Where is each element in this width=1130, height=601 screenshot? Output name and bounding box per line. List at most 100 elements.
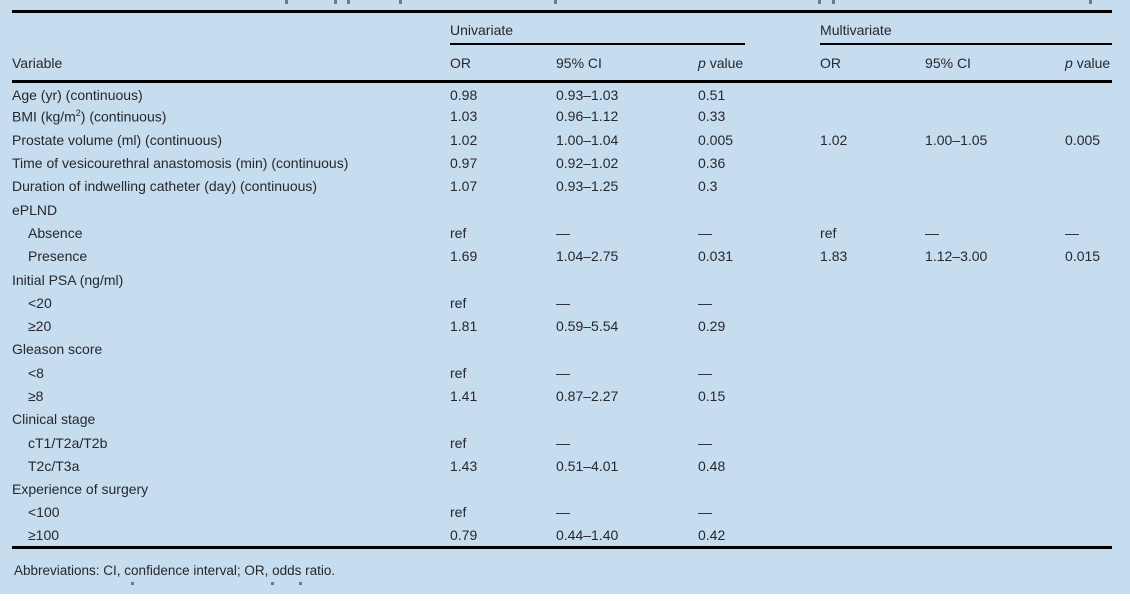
cell-uni-ci: 0.96–1.12	[556, 108, 619, 125]
cell-multi-or	[820, 338, 925, 361]
cell-variable: Absence	[28, 224, 83, 241]
cell-multi-or: 1.02	[820, 131, 848, 148]
cell-multi-p	[1065, 291, 1112, 314]
cell-uni-p: 0.33	[698, 108, 726, 125]
cell-variable: Time of vesicourethral anastomosis (min)…	[12, 155, 349, 172]
group-spacer	[12, 10, 450, 45]
col-header-multi-p: p value	[1065, 44, 1113, 83]
cell-variable: T2c/T3a	[28, 457, 80, 474]
p-rest: value	[709, 55, 744, 71]
cell-multi-ci	[925, 151, 1065, 174]
section-row: Clinical stage	[12, 408, 1112, 431]
section-row: ePLND	[12, 198, 1112, 221]
bmi-superscript: 2	[75, 108, 81, 119]
cell-variable: cT1/T2a/T2b	[28, 434, 108, 451]
cell-uni-p	[698, 408, 820, 431]
cell-uni-p: —	[698, 504, 712, 521]
cell-uni-or: 0.79	[450, 524, 556, 549]
cell-uni-or: 1.43	[450, 457, 478, 474]
cell-multi-p	[1065, 268, 1112, 291]
section-row: Initial PSA (ng/ml)	[12, 268, 1112, 291]
cell-multi-or: 1.83	[820, 248, 848, 265]
cell-variable: Prostate volume (ml) (continuous)	[12, 131, 223, 148]
cell-uni-or: 1.41	[450, 388, 478, 404]
cell-multi-or	[820, 175, 925, 198]
cell-variable: ≥8	[28, 388, 44, 404]
cell-uni-p: 0.005	[698, 131, 734, 148]
table-row: Absence ref — — ref — —	[12, 221, 1112, 244]
cell-variable: ≥100	[12, 524, 450, 549]
cropped-text-remnant	[1089, 0, 1092, 4]
cell-uni-ci: 1.04–2.75	[556, 248, 619, 265]
cell-uni-or	[450, 268, 556, 291]
cell-multi-ci	[925, 501, 1065, 524]
column-group-row: Univariate Multivariate	[12, 10, 1113, 45]
cell-variable: Experience of surgery	[12, 481, 149, 498]
cell-uni-ci: 0.51–4.01	[556, 457, 619, 474]
cell-uni-or	[450, 338, 556, 361]
cell-multi-ci	[925, 105, 1065, 128]
cell-multi-p	[1065, 338, 1112, 361]
cell-uni-or: ref	[450, 504, 467, 521]
cell-multi-or	[820, 384, 925, 407]
cell-uni-ci: 0.44–1.40	[556, 524, 698, 549]
cell-uni-or: 1.81	[450, 318, 478, 335]
univariate-group-label: Univariate	[450, 16, 746, 45]
cell-uni-ci: —	[556, 434, 570, 451]
table-row: T2c/T3a 1.43 0.51–4.01 0.48	[12, 454, 1112, 477]
cell-variable: ePLND	[12, 201, 58, 218]
section-row: Gleason score	[12, 338, 1112, 361]
column-header-row: Variable OR 95% CI p value OR 95% CI p v…	[12, 44, 1113, 83]
section-row: Experience of surgery	[12, 478, 1112, 501]
cell-multi-ci	[925, 454, 1065, 477]
cell-multi-or	[820, 314, 925, 337]
cell-multi-or	[820, 151, 925, 174]
cell-multi-or	[820, 82, 925, 105]
cropped-text-remnant	[554, 0, 557, 4]
cell-uni-p	[698, 198, 820, 221]
cell-uni-or	[450, 198, 556, 221]
cell-multi-ci: 1.00–1.05	[925, 131, 988, 148]
table-row: Presence 1.69 1.04–2.75 0.031 1.83 1.12–…	[12, 245, 1112, 268]
cell-multi-p	[1065, 454, 1112, 477]
cell-multi-or	[820, 105, 925, 128]
table-row: ≥100 0.79 0.44–1.40 0.42	[12, 524, 1113, 549]
cell-uni-ci: 0.93–1.25	[556, 178, 619, 195]
cell-multi-p	[1065, 198, 1112, 221]
cell-multi-or: ref	[820, 224, 837, 241]
cell-multi-ci: —	[925, 224, 940, 241]
col-header-variable: Variable	[12, 44, 450, 83]
cell-uni-p: 0.36	[698, 155, 726, 172]
column-group-multivariate: Multivariate	[820, 10, 1113, 45]
cell-uni-or: 1.07	[450, 178, 478, 195]
table-row: ≥20 1.81 0.59–5.54 0.29	[12, 314, 1112, 337]
column-group-univariate: Univariate	[450, 10, 821, 45]
cell-multi-p	[1065, 82, 1112, 105]
cell-multi-p	[1065, 478, 1112, 501]
col-header-uni-p: p value	[698, 44, 821, 83]
col-header-uni-or: OR	[450, 44, 556, 83]
cell-multi-p	[1065, 431, 1112, 454]
cell-uni-p: 0.031	[698, 248, 734, 265]
cell-uni-p: —	[698, 294, 712, 311]
cell-uni-ci: —	[556, 504, 570, 521]
table-row: BMI (kg/m2) (continuous) 1.03 0.96–1.12 …	[12, 105, 1112, 128]
cell-multi-ci	[925, 198, 1065, 221]
bmi-label: BMI (kg/m	[12, 108, 76, 125]
cell-uni-ci: 0.59–5.54	[556, 318, 619, 335]
table-row: <100 ref — —	[12, 501, 1112, 524]
table-row: <20 ref — —	[12, 291, 1112, 314]
table-row: cT1/T2a/T2b ref — —	[12, 431, 1112, 454]
cropped-text-remnant	[347, 0, 350, 4]
cell-uni-or: 1.03	[450, 108, 478, 125]
cell-multi-or	[820, 431, 925, 454]
cell-uni-ci: —	[556, 294, 570, 311]
cell-variable: Initial PSA (ng/ml)	[12, 271, 124, 288]
cell-uni-p: —	[698, 434, 712, 451]
cell-uni-p: 0.42	[698, 524, 821, 549]
cell-variable: <8	[28, 364, 44, 381]
cell-multi-p: 0.015	[1065, 248, 1101, 265]
cell-multi-ci	[925, 431, 1065, 454]
cropped-text-remnant	[334, 0, 337, 4]
cell-uni-ci	[556, 198, 698, 221]
